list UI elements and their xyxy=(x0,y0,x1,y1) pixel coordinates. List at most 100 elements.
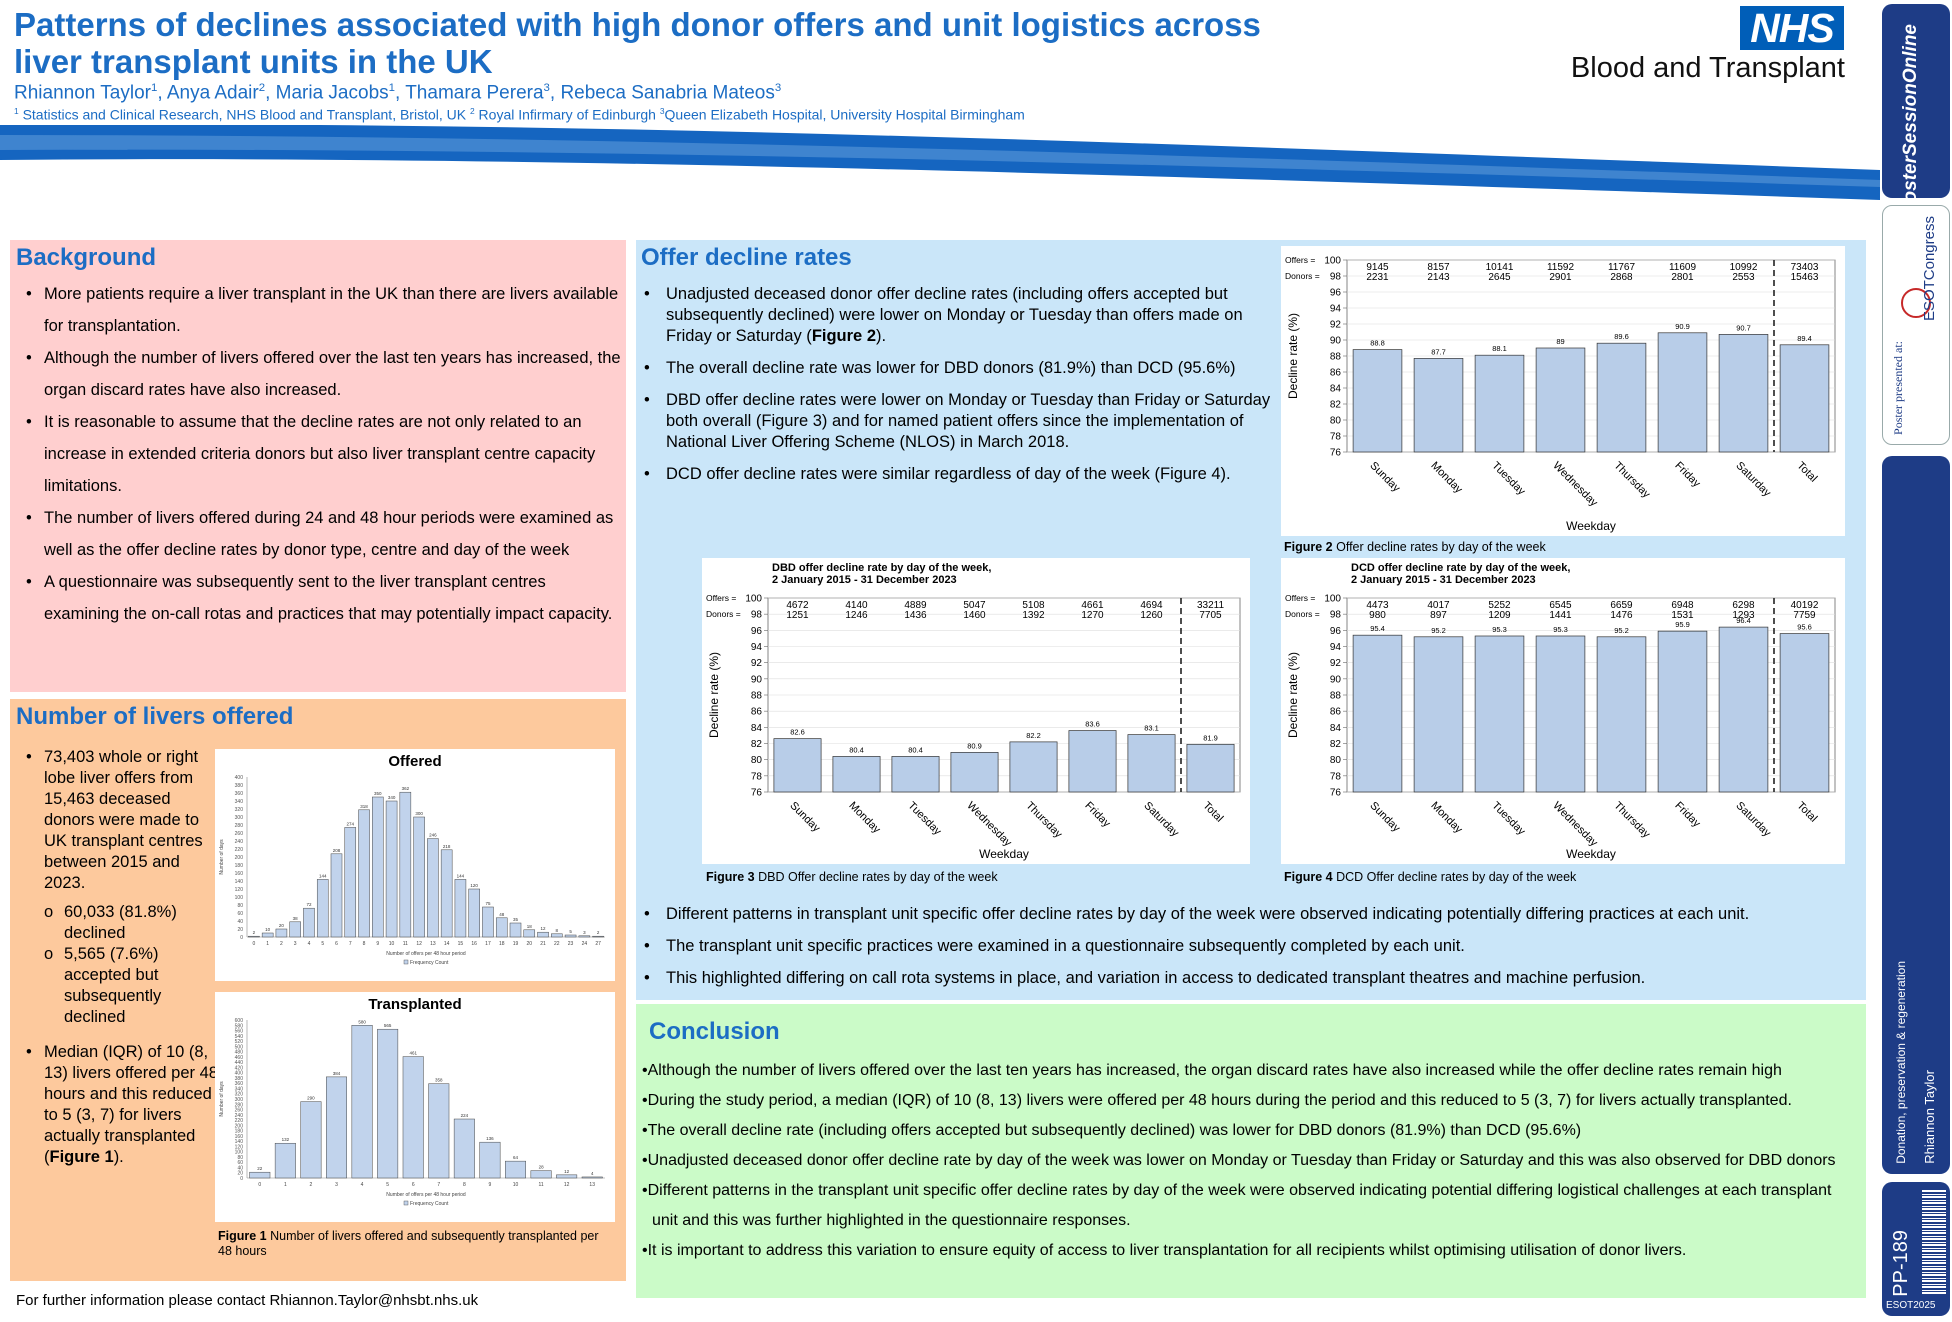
x-tick-label: 12 xyxy=(416,941,422,947)
y-tick-label: 82 xyxy=(751,739,763,750)
x-axis-label: Number of offers per 48 hour period xyxy=(386,1192,466,1198)
x-tick-label: 19 xyxy=(513,941,519,947)
list-item-text: Different patterns in the transplant uni… xyxy=(647,1182,1832,1229)
y-tick-label: 340 xyxy=(235,1086,244,1092)
x-tick-label: 1 xyxy=(266,941,269,947)
legend-swatch xyxy=(403,959,409,965)
y-tick-label: 96 xyxy=(1330,626,1342,637)
chart-title: DCD offer decline rate by day of the wee… xyxy=(1351,562,1570,574)
background-panel: Background More patients require a liver… xyxy=(10,240,626,692)
histogram-bar xyxy=(479,1141,501,1179)
nhs-logo-subtitle: Blood and Transplant xyxy=(1570,52,1845,84)
y-tick-label: 20 xyxy=(237,1171,243,1177)
offers-count: 73403 xyxy=(1791,262,1819,273)
x-tick-label: 7 xyxy=(437,1182,440,1188)
y-axis-label: Decline rate (%) xyxy=(1286,652,1300,738)
histogram-bar xyxy=(316,879,329,938)
fig2-chart: 76 78 80 82 84 86 88 90 92 94 96 98 100 Offers = Donor… xyxy=(1285,255,1836,533)
decline-bar xyxy=(1657,630,1708,793)
y-tick-label: 98 xyxy=(1330,272,1342,283)
histogram-bar xyxy=(289,921,301,938)
offers-count: 5252 xyxy=(1488,600,1511,611)
legend-label: Frequency Count xyxy=(410,1201,449,1207)
donors-count: 2901 xyxy=(1549,272,1572,283)
decline-bar xyxy=(1657,332,1708,453)
chart-title: Transplanted xyxy=(368,996,461,1013)
x-tick-label: Saturday xyxy=(1733,460,1773,500)
offers-row-label: Offers = xyxy=(706,593,736,603)
bar-value-label: 82.2 xyxy=(1026,731,1041,740)
y-tick-label: 100 xyxy=(745,594,762,605)
offers-count: 4473 xyxy=(1366,600,1389,611)
offers-count: 4889 xyxy=(904,600,927,611)
decline-bar xyxy=(891,756,940,793)
y-tick-label: 86 xyxy=(1330,707,1342,718)
author-sup: 1 xyxy=(150,82,158,94)
event-text: ESOT2025 xyxy=(1886,1300,1936,1311)
bar-value-label: 8 xyxy=(556,928,559,933)
y-tick-label: 220 xyxy=(235,847,244,853)
y-tick-label: 580 xyxy=(235,1023,244,1029)
bar-value-label: 95.9 xyxy=(1675,620,1690,629)
x-tick-label: Monday xyxy=(1428,800,1465,837)
bar-value-label: 75 xyxy=(485,901,491,906)
bar-value-label: 3 xyxy=(583,930,586,935)
list-item-text: The overall decline rate (including offe… xyxy=(647,1122,1582,1139)
bar-value-label: 580 xyxy=(358,1019,366,1024)
decline-bar xyxy=(1127,734,1176,793)
decline-bar xyxy=(1596,342,1647,453)
offers-count: 6659 xyxy=(1610,600,1633,611)
histogram-bar xyxy=(468,888,480,938)
decline-heading: Offer decline rates xyxy=(641,244,852,271)
donors-count: 7759 xyxy=(1793,610,1816,621)
conclusion-panel: Conclusion •Although the number of liver… xyxy=(636,1004,1866,1298)
x-tick-label: 1 xyxy=(284,1182,287,1188)
x-tick-label: Thursday xyxy=(1023,800,1064,841)
author: Anya Adair xyxy=(166,82,259,104)
bar-value-label: 88.1 xyxy=(1492,344,1507,353)
x-tick-label: 2 xyxy=(280,941,283,947)
histogram-bar xyxy=(578,935,591,938)
bar-value-label: 22 xyxy=(257,1166,263,1171)
x-tick-label: Sunday xyxy=(1367,800,1402,835)
y-tick-label: 440 xyxy=(235,1060,244,1066)
y-axis-label: Decline rate (%) xyxy=(707,652,721,738)
bar-value-label: 80.9 xyxy=(967,741,982,750)
donors-count: 2231 xyxy=(1366,272,1389,283)
y-tick-label: 400 xyxy=(235,1071,244,1077)
donors-count: 1392 xyxy=(1022,610,1045,621)
y-tick-label: 60 xyxy=(237,911,243,917)
y-tick-label: 320 xyxy=(235,1092,244,1098)
y-tick-label: 120 xyxy=(235,1144,244,1150)
donors-count: 1270 xyxy=(1081,610,1104,621)
histogram-bar xyxy=(592,935,604,938)
offers-count: 10992 xyxy=(1730,262,1758,273)
bar-value-label: 10 xyxy=(265,927,271,932)
donors-count: 1460 xyxy=(963,610,986,621)
donors-count: 980 xyxy=(1369,610,1386,621)
y-tick-label: 340 xyxy=(235,799,244,805)
figure-2-caption: Figure 2 Offer decline rates by day of t… xyxy=(1284,540,1546,555)
brand-text: PosterSessionOnline xyxy=(1900,24,1921,216)
x-tick-label: Saturday xyxy=(1141,800,1181,840)
affil-sup: 1 xyxy=(14,106,19,116)
offers-count: 11592 xyxy=(1547,262,1575,273)
x-tick-label: 6 xyxy=(412,1182,415,1188)
y-tick-label: 300 xyxy=(235,1097,244,1103)
y-tick-label: 600 xyxy=(235,1018,244,1024)
decline-bar xyxy=(1413,636,1464,793)
list-item-text: It is important to address this variatio… xyxy=(647,1242,1687,1259)
bar-value-label: 82.6 xyxy=(790,728,805,737)
y-tick-label: 260 xyxy=(235,1108,244,1114)
offered-chart: Offered020406080100120140160180200220240… xyxy=(219,753,605,966)
bar-value-label: 362 xyxy=(402,786,410,791)
offers-row-label: Offers = xyxy=(1285,593,1315,603)
caption-text: DBD Offer decline rates by day of the we… xyxy=(758,870,998,884)
x-tick-label: Sunday xyxy=(787,800,822,835)
donors-row-label: Donors = xyxy=(1285,271,1320,281)
x-tick-label: Thursday xyxy=(1611,800,1652,841)
list-item: Although the number of livers offered ov… xyxy=(24,342,622,406)
livers-list: 73,403 whole or right lobe liver offers … xyxy=(24,747,222,1168)
x-tick-label: Total xyxy=(1794,800,1819,825)
list-item: This highlighted differing on call rota … xyxy=(642,968,1852,989)
